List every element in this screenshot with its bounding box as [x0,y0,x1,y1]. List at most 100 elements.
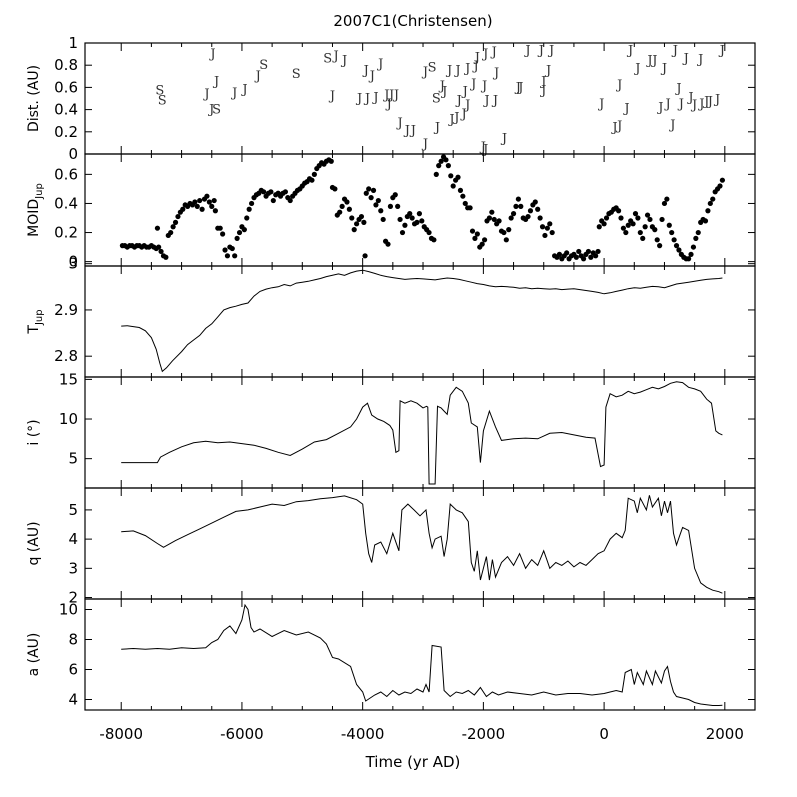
moid-point [170,224,176,230]
encounter-marker: J [212,75,219,90]
moid-point [244,215,250,221]
moid-point [407,211,413,217]
encounter-marker: J [438,79,445,94]
moid-point [378,208,384,214]
y-axis-label-text: i (°) [26,419,42,445]
moid-point [537,215,543,221]
moid-point [637,229,643,236]
moid-point [443,157,449,163]
moid-point [539,224,546,230]
moid-point [211,197,217,204]
moid-point [690,244,697,250]
encounter-marker: J [463,98,470,113]
moid-point [596,224,602,230]
moid-point [588,254,594,260]
encounter-marker: J [671,44,678,59]
moid-point [354,221,360,227]
encounter-marker: J [469,77,476,92]
moid-point [236,229,243,236]
encounter-marker: J [355,91,362,106]
encounter-marker: J [385,97,392,112]
moid-point [695,229,701,236]
encounter-marker: J [660,61,667,76]
moid-point [676,247,682,253]
encounter-marker: J [480,79,487,94]
moid-point [462,200,468,207]
encounter-marker: J [610,120,617,135]
moid-point [705,208,711,214]
x-axis-label: Time (yr AD) [365,753,461,771]
moid-point [362,253,368,259]
y-tick-label: 3 [68,559,78,577]
moid-point [309,177,315,183]
y-axis-label-tjup: TJup [26,309,45,334]
y-axis-label-text: MOID [26,199,42,237]
series-line-incl [121,381,723,485]
x-tick-label: -8000 [99,725,143,743]
moid-point [549,229,555,236]
moid-point [518,203,524,209]
moid-point [669,229,675,236]
y-tick-label: 2.9 [54,301,78,319]
moid-point [501,229,507,236]
moid-point [702,218,709,224]
encounter-marker: J [363,91,370,106]
moid-point [615,208,622,214]
moid-point [664,196,670,202]
moid-point [402,222,408,228]
encounter-marker: J [447,112,454,127]
moid-point [209,203,215,209]
moid-point [481,237,488,243]
encounter-marker: J [403,124,410,139]
encounter-marker: J [514,80,521,95]
panel-moid: 0 0.2 0.4 0.6 MOIDJup [26,153,756,271]
moid-point [707,200,713,207]
moid-point [414,219,420,225]
moid-point [385,241,391,247]
moid-point [399,229,406,236]
moid-point [431,237,437,243]
moid-point [337,209,343,215]
x-tick-label: 0 [599,725,609,743]
panel-a: 4 6 8 10 a (AU) [26,598,756,711]
encounter-marker: J [409,124,416,139]
moid-point [657,243,663,249]
moid-point [542,232,548,239]
moid-point [489,209,495,215]
moid-point [527,208,534,214]
encounter-marker: J [392,88,399,103]
moid-point [197,197,203,204]
series-line-tjup [121,269,723,373]
moid-point [666,222,672,228]
moid-point [618,215,624,221]
moid-point [248,200,255,207]
encounter-marker: J [331,49,338,64]
y-tick-label: 0.2 [54,123,78,141]
moid-point [368,195,374,201]
encounter-marker: J [713,93,720,108]
moid-point [358,213,365,220]
encounter-marker: J [382,88,389,103]
encounter-marker: J [482,94,489,109]
y-axis-label-dist: Dist. (AU) [26,65,42,132]
moid-point [194,203,200,209]
moid-point [433,171,439,177]
encounter-marker: J [371,90,378,105]
y-tick-label: 3 [68,255,78,273]
moid-point [346,206,352,212]
moid-point [491,216,497,223]
encounter-marker: S [323,51,332,66]
x-tick-label: -2000 [462,725,506,743]
y-axis-label-subscript: Jup [34,183,45,200]
moid-point [154,225,161,231]
moid-point [564,250,570,256]
moid-point [268,189,274,195]
moid-point [585,248,592,255]
encounter-marker: J [615,119,622,134]
encounter-marker: S [155,84,164,99]
encounter-marker: J [440,85,447,100]
encounter-marker: J [445,64,452,79]
moid-point [270,197,276,204]
encounter-marker: J [340,54,347,69]
moid-point [351,227,357,233]
